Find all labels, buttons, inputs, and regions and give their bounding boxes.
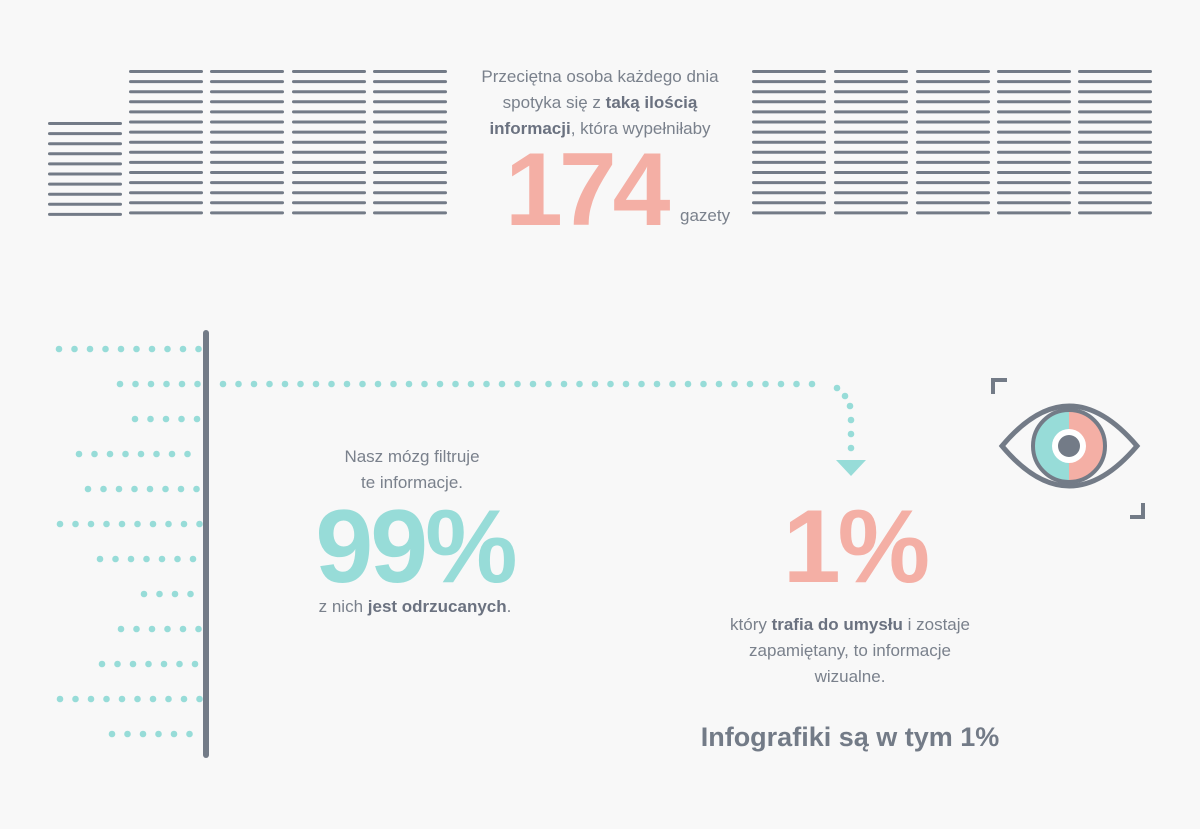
- intro-line-2: spotyka się z: [502, 93, 606, 112]
- focus-corner-top-left: [991, 378, 1007, 394]
- iris-right: [1069, 410, 1105, 482]
- newspaper-column: [373, 70, 447, 215]
- dot-row: [84, 485, 200, 493]
- newspaper-column: [997, 70, 1071, 215]
- newspaper-unit: gazety: [680, 206, 731, 225]
- rejected-pre: z nich: [318, 597, 368, 616]
- newspaper-column: [48, 122, 122, 216]
- rejected-post: .: [506, 597, 512, 616]
- intro-text: Przeciętna osoba każdego dnia spotyka si…: [462, 64, 738, 142]
- remembered-line-3: wizualne.: [814, 667, 886, 686]
- intro-highlight-2: informacji: [489, 119, 571, 138]
- newspaper-count: 174: [505, 132, 671, 248]
- dot-row: [55, 345, 202, 353]
- iris-ring: [1031, 408, 1107, 484]
- dot-row: [140, 590, 194, 598]
- remembered-line-2: zapamiętany, to informacje: [749, 641, 951, 660]
- dot-row: [117, 625, 202, 633]
- dot-row: [96, 555, 197, 563]
- remembered-post: i zostaje: [902, 615, 970, 634]
- filter-line-2: te informacje.: [360, 473, 464, 492]
- remembered-text: który trafia do umysłu i zostaje zapamię…: [700, 612, 1000, 690]
- dot-row: [131, 415, 201, 423]
- remembered-highlight: trafia do umysłu: [771, 615, 903, 634]
- newspaper-column: [752, 70, 826, 215]
- pupil: [1058, 435, 1080, 457]
- focus-corner-bottom-right: [1130, 503, 1145, 519]
- dot-row: [56, 695, 203, 703]
- filter-barrier: [203, 330, 209, 758]
- rejected-highlight: jest odrzucanych: [367, 597, 507, 616]
- newspaper-column: [1078, 70, 1152, 215]
- intro-highlight-1: taką ilością: [605, 93, 698, 112]
- dot-row: [56, 520, 203, 528]
- dot-row: [75, 450, 191, 458]
- iris-left: [1033, 410, 1069, 482]
- newspaper-column: [210, 70, 284, 215]
- newspaper-stack-right: [752, 70, 1152, 215]
- dot-row: [116, 380, 201, 388]
- arrow-head: [836, 460, 866, 476]
- dot-row: [108, 730, 193, 738]
- intro-line-3: , która wypełniłaby: [570, 119, 711, 138]
- newspaper-stack-left: [48, 70, 447, 216]
- newspaper-column: [292, 70, 366, 215]
- information-dots: [55, 345, 855, 738]
- remembered-pre: który: [730, 615, 772, 634]
- dot-row: [98, 660, 199, 668]
- newspaper-column: [834, 70, 908, 215]
- eye-icon: [991, 378, 1145, 519]
- newspaper-column: [916, 70, 990, 215]
- filter-text: Nasz mózg filtruje te informacje.: [312, 444, 512, 496]
- rejected-percent: 99%: [315, 489, 517, 605]
- eye-outline: [998, 403, 1141, 489]
- dotted-arrow: [219, 380, 855, 452]
- newspaper-column: [129, 70, 203, 215]
- tagline: Infografiki są w tym 1%: [700, 722, 1000, 752]
- intro-line-1: Przeciętna osoba każdego dnia: [481, 67, 719, 86]
- filter-line-1: Nasz mózg filtruje: [344, 447, 480, 466]
- rejected-text: z nich jest odrzucanych.: [290, 597, 540, 617]
- remembered-percent: 1%: [782, 489, 930, 605]
